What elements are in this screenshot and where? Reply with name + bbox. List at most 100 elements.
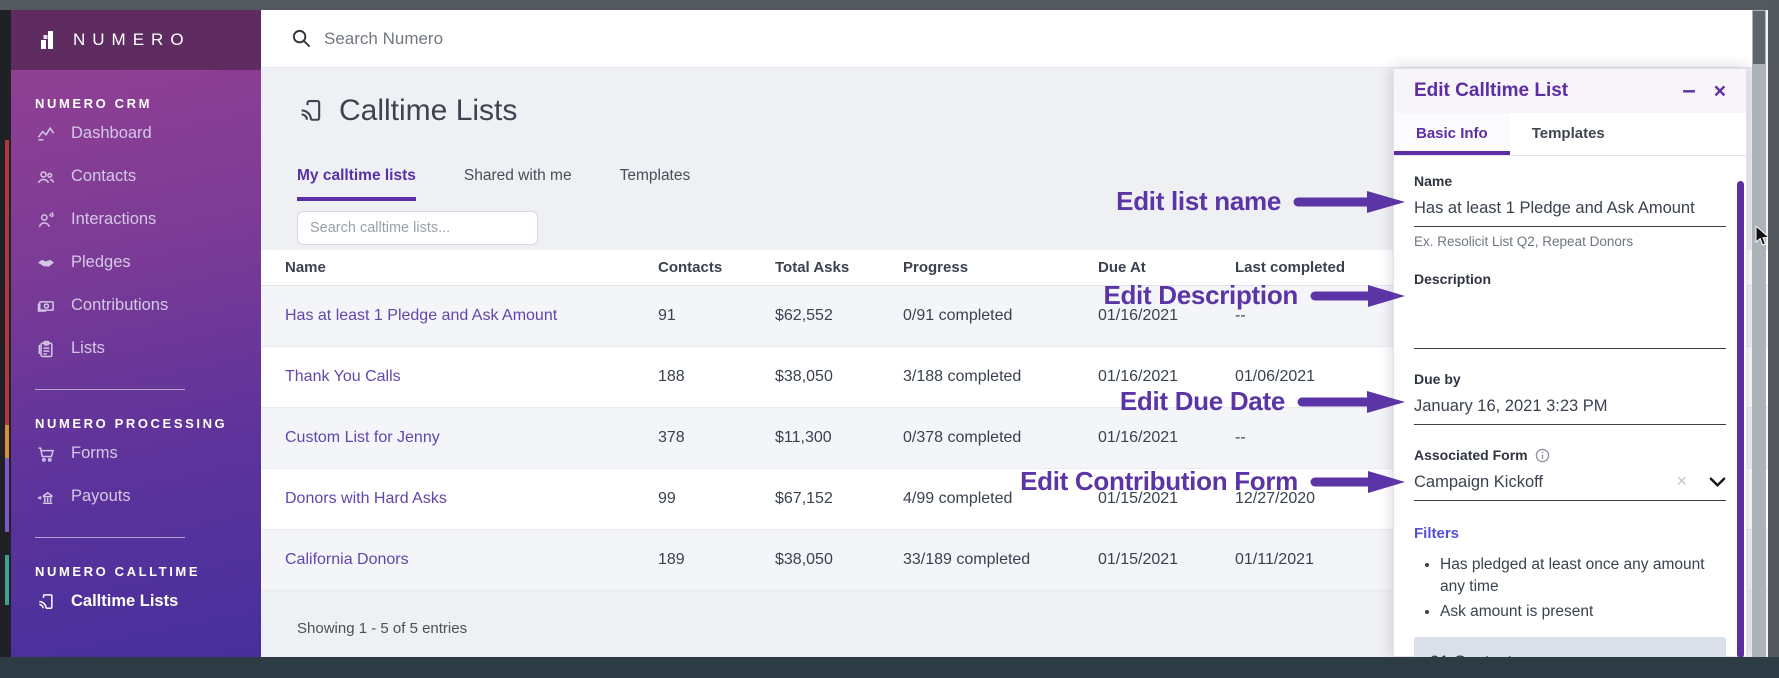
- window-frame-top: [0, 0, 1779, 10]
- cell-due-at: 01/16/2021: [1098, 429, 1179, 446]
- tab-shared-with-me[interactable]: Shared with me: [463, 167, 572, 184]
- edge-stripe-purple: [5, 458, 9, 532]
- annotation-arrow-icon: [1297, 390, 1405, 413]
- edit-calltime-list-panel: Edit Calltime List – × Basic Info Templa…: [1393, 68, 1747, 657]
- lists-icon: [38, 340, 53, 357]
- associated-form-value: Campaign Kickoff: [1414, 473, 1544, 491]
- cell-last-completed: 12/27/2020: [1235, 490, 1316, 507]
- filters-list: Has pledged at least once any amount any…: [1440, 554, 1726, 623]
- panel-scrollbar[interactable]: [1737, 181, 1744, 657]
- sidebar-item-dashboard[interactable]: Dashboard: [11, 113, 261, 154]
- cell-total-asks: $62,552: [775, 307, 833, 324]
- column-header-contacts[interactable]: Contacts: [658, 259, 723, 276]
- global-search-input[interactable]: [324, 28, 724, 49]
- mouse-cursor-icon: [1755, 226, 1768, 246]
- cell-due-at: 01/15/2021: [1098, 551, 1179, 568]
- edge-stripe-orange: [5, 425, 9, 458]
- cell-due-at: 01/15/2021: [1098, 490, 1179, 507]
- cell-last-completed: --: [1235, 307, 1246, 324]
- cell-total-asks: $11,300: [775, 429, 832, 446]
- name-input[interactable]: Has at least 1 Pledge and Ask Amount: [1414, 189, 1726, 227]
- column-header-total-asks[interactable]: Total Asks: [775, 259, 850, 276]
- forms-icon: [38, 446, 55, 462]
- calltime-list-search-input[interactable]: [297, 211, 538, 245]
- clear-selection-icon[interactable]: ×: [1676, 471, 1687, 491]
- column-header-due-at[interactable]: Due At: [1098, 259, 1146, 276]
- panel-tab-basic-info[interactable]: Basic Info: [1394, 113, 1510, 155]
- numero-logo-icon: [41, 31, 53, 49]
- cell-total-asks: $38,050: [775, 368, 833, 385]
- associated-form-label: Associated Form: [1414, 447, 1726, 463]
- search-icon: [292, 29, 311, 48]
- sidebar-item-calltime-lists[interactable]: Calltime Lists: [11, 581, 261, 622]
- close-button[interactable]: ×: [1713, 79, 1726, 103]
- sidebar-item-payouts[interactable]: Payouts: [11, 476, 261, 517]
- window-scrollbar-thumb[interactable]: [1753, 11, 1765, 64]
- panel-tab-templates[interactable]: Templates: [1531, 125, 1605, 142]
- cell-contacts: 91: [658, 307, 676, 324]
- contacts-icon: [37, 170, 55, 183]
- window-frame-right: [1768, 0, 1779, 678]
- list-name-link[interactable]: Custom List for Jenny: [285, 429, 440, 446]
- name-helper-text: Ex. Resolicit List Q2, Repeat Donors: [1414, 234, 1634, 249]
- app-window: NUMERO NUMERO CRM Dashboard Contacts Int…: [11, 10, 1768, 657]
- tab-my-calltime-lists[interactable]: My calltime lists: [297, 167, 416, 201]
- cell-progress: 4/99 completed: [903, 490, 1013, 507]
- cell-contacts: 188: [658, 368, 685, 385]
- panel-header: Edit Calltime List – ×: [1394, 69, 1746, 113]
- list-name-link[interactable]: Has at least 1 Pledge and Ask Amount: [285, 307, 558, 324]
- panel-title: Edit Calltime List: [1414, 80, 1569, 101]
- window-scrollbar[interactable]: [1752, 10, 1766, 657]
- sidebar-item-contributions[interactable]: Contributions: [11, 285, 261, 326]
- cell-contacts: 378: [658, 429, 685, 446]
- cell-due-at: 01/16/2021: [1098, 368, 1179, 385]
- associated-form-select[interactable]: Campaign Kickoff ×: [1414, 463, 1726, 501]
- filters-link[interactable]: Filters: [1414, 525, 1460, 542]
- annotation-edit-due-date: Edit Due Date: [1120, 386, 1405, 417]
- edge-stripe-teal: [5, 555, 9, 605]
- cell-progress: 0/91 completed: [903, 307, 1013, 324]
- contacts-summary: 91 Contacts: [1414, 637, 1726, 657]
- column-header-progress[interactable]: Progress: [903, 259, 969, 276]
- annotation-arrow-icon: [1310, 284, 1405, 307]
- list-name-link[interactable]: California Donors: [285, 551, 409, 568]
- annotation-edit-list-name: Edit list name: [1116, 186, 1405, 217]
- sidebar-section-calltime: NUMERO CALLTIME: [35, 564, 201, 579]
- due-by-label: Due by: [1414, 371, 1461, 387]
- page-title: Calltime Lists: [297, 94, 517, 128]
- dashboard-icon: [37, 126, 55, 141]
- column-header-last-completed[interactable]: Last completed: [1235, 259, 1346, 276]
- annotation-edit-description: Edit Description: [1103, 280, 1405, 311]
- sidebar-item-interactions[interactable]: Interactions: [11, 199, 261, 240]
- cell-progress: 3/188 completed: [903, 368, 1022, 385]
- sidebar-item-forms[interactable]: Forms: [11, 433, 261, 474]
- annotation-edit-contribution-form: Edit Contribution Form: [1020, 466, 1405, 497]
- calltime-lists-icon: [301, 100, 321, 121]
- calltime-lists-icon: [39, 593, 53, 609]
- sidebar-item-lists[interactable]: Lists: [11, 328, 261, 369]
- filter-item: Has pledged at least once any amount any…: [1440, 554, 1726, 597]
- minimize-button[interactable]: –: [1682, 77, 1696, 104]
- logo[interactable]: NUMERO: [11, 10, 261, 70]
- cell-last-completed: 01/06/2021: [1235, 368, 1316, 385]
- panel-tabs: Basic Info Templates: [1394, 113, 1746, 156]
- list-name-link[interactable]: Donors with Hard Asks: [285, 490, 447, 507]
- column-header-name[interactable]: Name: [285, 259, 326, 276]
- sidebar-item-pledges[interactable]: Pledges: [11, 242, 261, 283]
- sidebar-item-contacts[interactable]: Contacts: [11, 156, 261, 197]
- window-frame-bottom: [0, 657, 1779, 678]
- contributions-icon: [37, 300, 54, 312]
- tab-templates[interactable]: Templates: [619, 167, 691, 184]
- sidebar-divider: [35, 389, 185, 390]
- description-input[interactable]: [1414, 287, 1726, 349]
- list-name-link[interactable]: Thank You Calls: [285, 368, 401, 385]
- interactions-icon: [38, 211, 54, 227]
- panel-body: Name Has at least 1 Pledge and Ask Amoun…: [1394, 156, 1746, 657]
- chevron-down-icon[interactable]: [1709, 476, 1726, 488]
- sidebar: NUMERO NUMERO CRM Dashboard Contacts Int…: [11, 10, 261, 657]
- table-footer: Showing 1 - 5 of 5 entries: [297, 620, 468, 637]
- sidebar-section-processing: NUMERO PROCESSING: [35, 416, 228, 431]
- pledges-icon: [38, 259, 54, 267]
- due-by-input[interactable]: January 16, 2021 3:23 PM: [1414, 387, 1726, 425]
